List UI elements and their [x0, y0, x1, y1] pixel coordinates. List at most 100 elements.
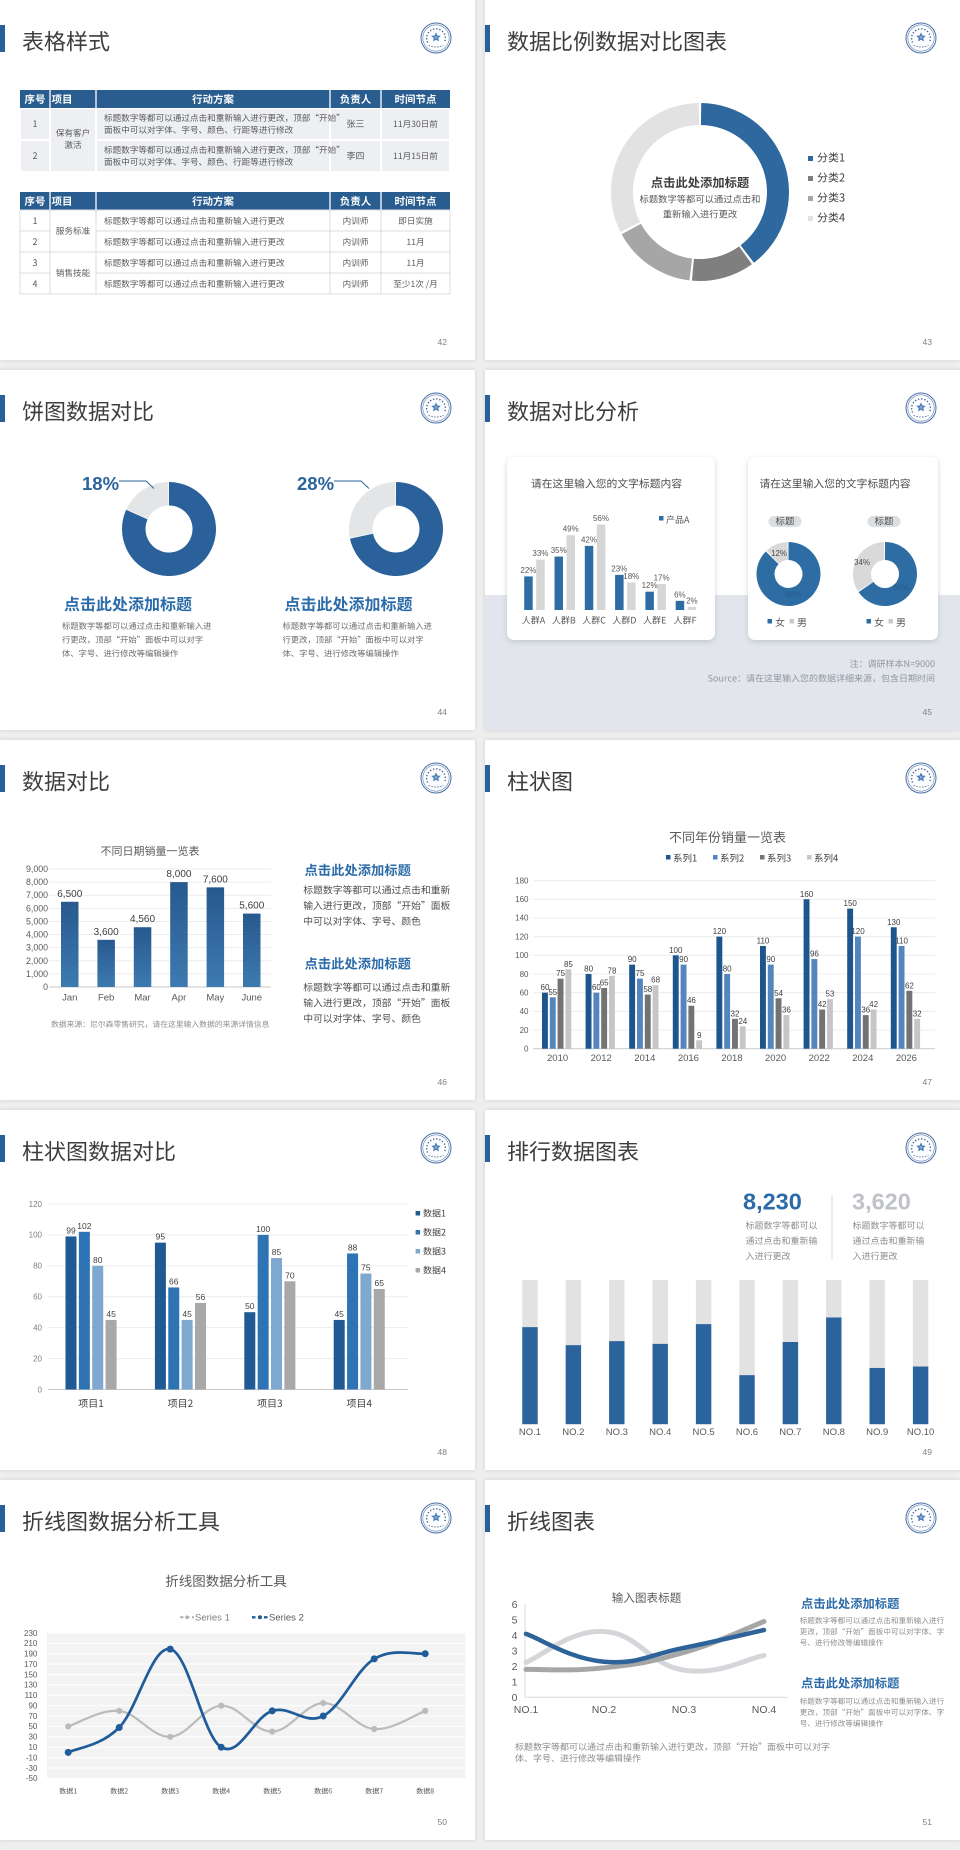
svg-text:96: 96: [810, 950, 819, 959]
svg-text:NO.4: NO.4: [752, 1704, 777, 1716]
svg-text:110: 110: [757, 936, 770, 945]
svg-text:Jan: Jan: [62, 993, 77, 1004]
svg-text:6%: 6%: [674, 590, 686, 599]
svg-text:49: 49: [923, 1447, 933, 1457]
svg-text:58: 58: [643, 985, 652, 994]
svg-text:51: 51: [923, 1817, 933, 1827]
svg-text:120: 120: [713, 927, 727, 936]
svg-text:0: 0: [43, 982, 48, 992]
svg-text:70: 70: [285, 1270, 295, 1280]
svg-text:55: 55: [548, 988, 557, 997]
svg-text:32: 32: [731, 1009, 740, 1018]
svg-text:2018: 2018: [721, 1053, 742, 1064]
svg-text:42: 42: [438, 337, 448, 347]
svg-text:44: 44: [438, 707, 448, 717]
svg-text:6,000: 6,000: [26, 903, 48, 913]
svg-text:90: 90: [679, 955, 688, 964]
svg-text:5,600: 5,600: [239, 901, 264, 912]
svg-text:100: 100: [256, 1224, 270, 1234]
svg-text:2026: 2026: [896, 1053, 917, 1064]
svg-text:12%: 12%: [771, 549, 787, 558]
svg-text:80: 80: [33, 1262, 42, 1271]
svg-text:80: 80: [520, 970, 529, 979]
svg-text:120: 120: [851, 927, 865, 936]
svg-text:90: 90: [766, 955, 775, 964]
svg-text:9: 9: [697, 1031, 702, 1040]
svg-text:62: 62: [905, 981, 914, 990]
svg-text:48: 48: [438, 1447, 448, 1457]
svg-text:-50: -50: [26, 1774, 38, 1783]
svg-text:23%: 23%: [611, 564, 627, 573]
svg-text:NO.7: NO.7: [779, 1427, 801, 1438]
svg-text:46: 46: [687, 996, 696, 1005]
svg-text:NO.4: NO.4: [649, 1427, 671, 1438]
svg-text:60: 60: [520, 988, 529, 997]
svg-text:45: 45: [182, 1309, 192, 1319]
svg-text:2: 2: [512, 1661, 518, 1673]
svg-text:70: 70: [28, 1712, 37, 1721]
svg-text:0: 0: [512, 1692, 518, 1704]
svg-text:95: 95: [156, 1232, 166, 1242]
svg-text:50: 50: [245, 1301, 255, 1311]
svg-text:49%: 49%: [563, 525, 579, 534]
svg-text:45: 45: [106, 1309, 116, 1319]
svg-text:7,600: 7,600: [203, 874, 228, 885]
svg-text:160: 160: [515, 895, 529, 904]
svg-text:75: 75: [556, 969, 565, 978]
svg-text:102: 102: [77, 1221, 91, 1231]
svg-text:3: 3: [512, 1646, 518, 1658]
svg-text:150: 150: [24, 1670, 38, 1679]
svg-text:47: 47: [923, 1077, 933, 1087]
svg-text:75: 75: [636, 969, 645, 978]
svg-text:75: 75: [361, 1263, 371, 1273]
svg-text:80: 80: [93, 1255, 103, 1265]
svg-text:5,000: 5,000: [26, 916, 48, 926]
svg-text:-30: -30: [26, 1764, 38, 1773]
svg-text:100: 100: [29, 1231, 43, 1240]
svg-text:53: 53: [826, 990, 835, 999]
svg-text:46: 46: [438, 1077, 448, 1087]
svg-text:0: 0: [524, 1045, 529, 1054]
svg-text:45: 45: [334, 1309, 344, 1319]
svg-text:NO.2: NO.2: [592, 1704, 617, 1716]
svg-text:140: 140: [515, 914, 529, 923]
svg-text:Apr: Apr: [172, 993, 187, 1004]
svg-text:Series 2: Series 2: [269, 1612, 304, 1623]
svg-text:NO.1: NO.1: [514, 1704, 539, 1716]
svg-text:42: 42: [869, 1000, 878, 1009]
svg-text:2022: 2022: [809, 1053, 830, 1064]
svg-text:NO.10: NO.10: [907, 1427, 934, 1438]
svg-text:56%: 56%: [593, 514, 609, 523]
svg-text:NO.9: NO.9: [866, 1427, 888, 1438]
svg-text:90: 90: [28, 1701, 37, 1710]
svg-text:110: 110: [895, 936, 908, 945]
svg-text:180: 180: [515, 876, 529, 885]
svg-text:100: 100: [515, 951, 529, 960]
svg-text:130: 130: [24, 1681, 38, 1690]
svg-text:68: 68: [651, 976, 660, 985]
svg-text:210: 210: [24, 1639, 38, 1648]
svg-text:35%: 35%: [551, 546, 567, 555]
svg-text:50: 50: [438, 1817, 448, 1827]
svg-text:80: 80: [723, 964, 732, 973]
svg-text:60: 60: [33, 1293, 42, 1302]
svg-text:36: 36: [861, 1006, 870, 1015]
svg-text:50: 50: [28, 1722, 37, 1731]
svg-text:30: 30: [28, 1733, 37, 1742]
svg-text:6,500: 6,500: [57, 889, 82, 900]
svg-text:33%: 33%: [532, 549, 548, 558]
svg-text:42: 42: [818, 1000, 827, 1009]
svg-text:40: 40: [520, 1007, 529, 1016]
svg-text:9,000: 9,000: [26, 864, 48, 874]
svg-text:2012: 2012: [591, 1053, 612, 1064]
svg-text:4: 4: [512, 1630, 518, 1642]
svg-text:40: 40: [33, 1323, 42, 1332]
svg-text:32: 32: [913, 1009, 922, 1018]
svg-text:8,000: 8,000: [166, 869, 191, 880]
svg-text:June: June: [241, 993, 262, 1004]
svg-text:42%: 42%: [581, 535, 597, 544]
svg-text:43: 43: [923, 337, 933, 347]
svg-text:NO.2: NO.2: [562, 1427, 584, 1438]
svg-text:NO.8: NO.8: [823, 1427, 845, 1438]
svg-text:Mar: Mar: [134, 993, 150, 1004]
